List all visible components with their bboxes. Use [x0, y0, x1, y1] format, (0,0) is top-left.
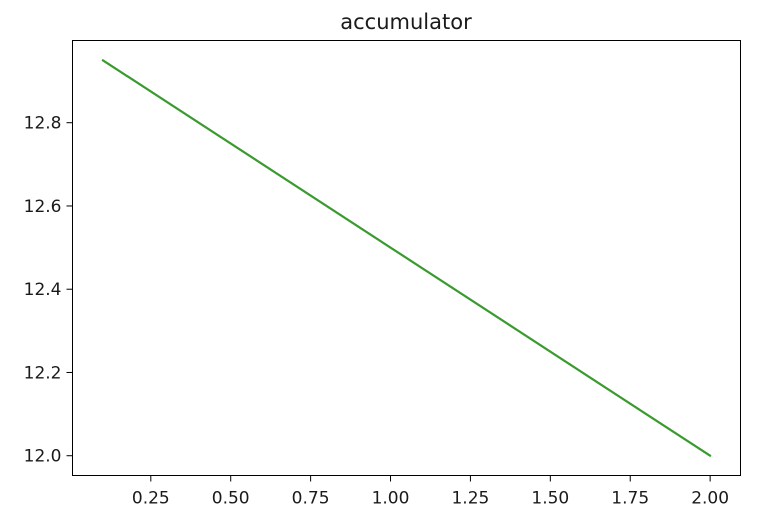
x-tick-label: 1.75: [611, 489, 649, 509]
x-axis: 0.25 0.50 0.75 1.00 1.25 1.50 1.75 2.00: [132, 475, 729, 509]
chart-title: accumulator: [340, 10, 472, 34]
y-tick-label: 12.6: [24, 197, 62, 217]
y-tick-label: 12.2: [24, 363, 62, 383]
y-tick-label: 12.8: [24, 114, 62, 134]
series-line-0: [101, 59, 712, 457]
plot-frame: [72, 40, 741, 476]
x-tick-label: 0.25: [132, 489, 170, 509]
series-layer: [101, 59, 712, 457]
x-tick-label: 1.00: [372, 489, 410, 509]
x-tick-label: 2.00: [691, 489, 729, 509]
x-tick-label: 1.50: [531, 489, 569, 509]
x-tick-label: 0.50: [212, 489, 250, 509]
x-tick-label: 0.75: [292, 489, 330, 509]
x-tick-label: 1.25: [451, 489, 489, 509]
y-tick-label: 12.4: [24, 280, 62, 300]
y-tick-label: 12.0: [24, 447, 62, 467]
y-axis: 12.0 12.2 12.4 12.6 12.8: [24, 114, 73, 467]
